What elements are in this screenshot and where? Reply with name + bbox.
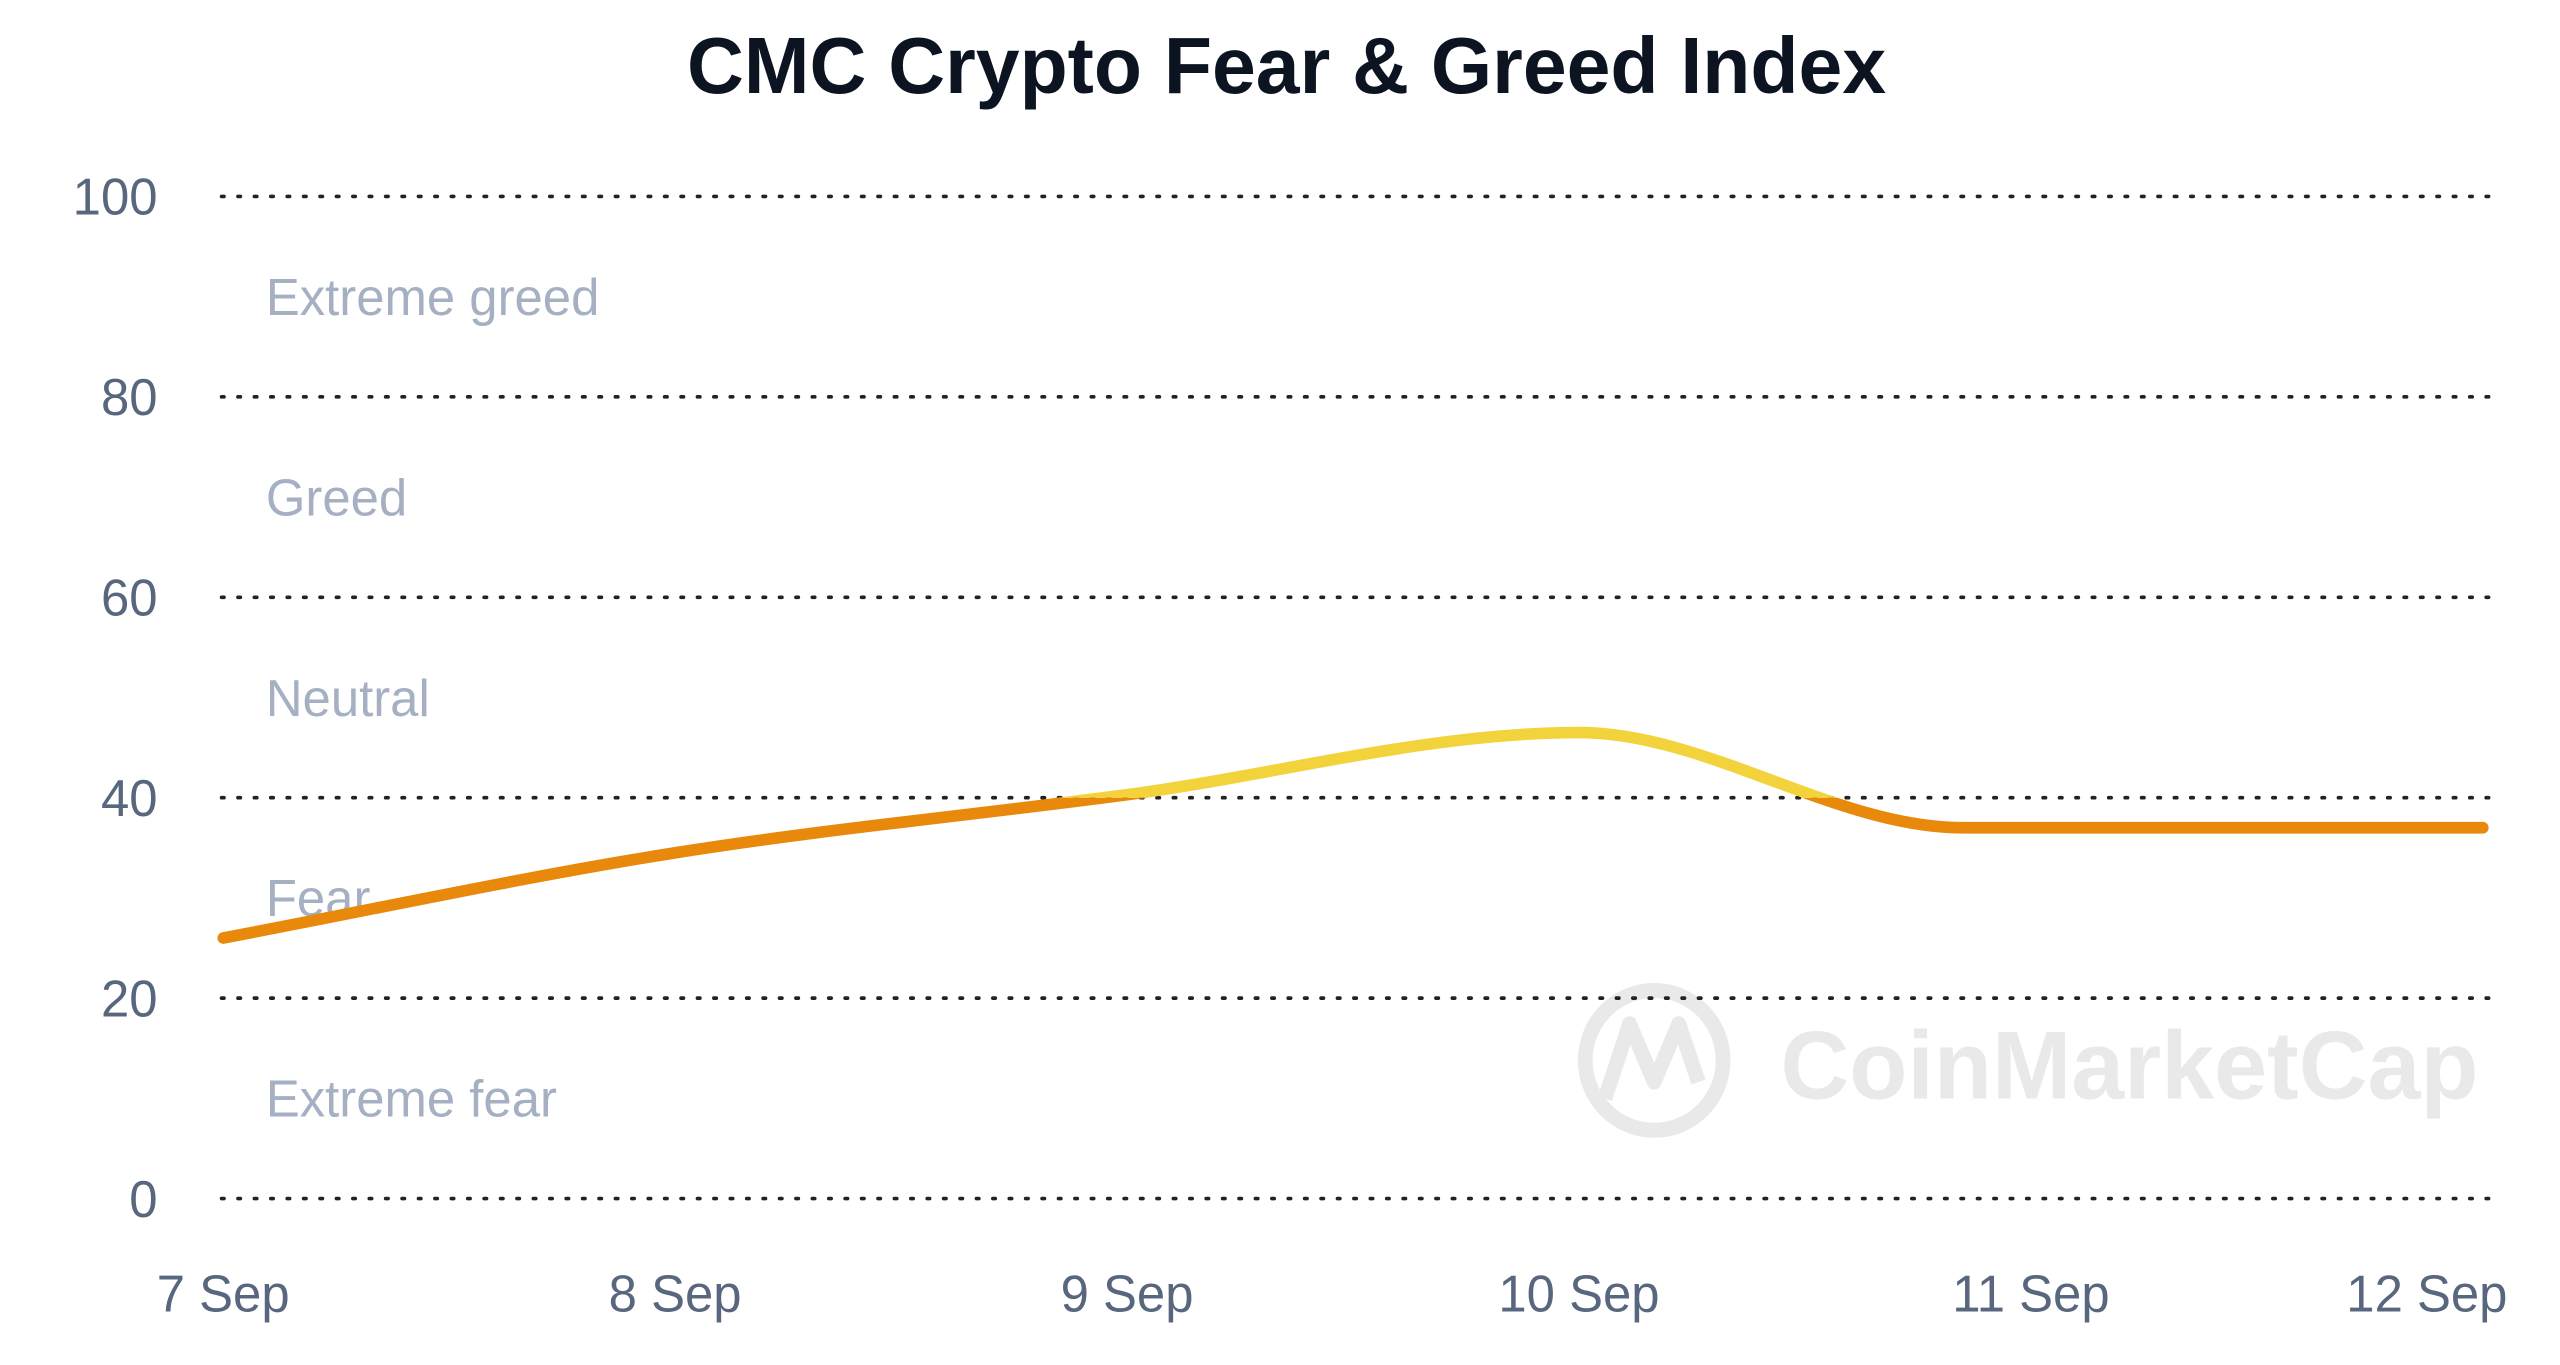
series-line-neutral: [1057, 726, 1838, 798]
x-tick-label: 7 Sep: [157, 1265, 290, 1322]
y-tick-label: 20: [101, 970, 158, 1027]
y-tick-label: 60: [101, 569, 158, 626]
watermark-text: CoinMarketCap: [1781, 1012, 2479, 1120]
x-tick-label: 8 Sep: [609, 1265, 742, 1322]
x-tick-label: 11 Sep: [1952, 1265, 2109, 1322]
zone-label: Extreme fear: [266, 1070, 557, 1127]
series-line-fear: [217, 797, 2489, 944]
x-tick-label: 12 Sep: [2346, 1265, 2507, 1322]
y-tick-label: 40: [101, 770, 158, 827]
x-tick-label: 9 Sep: [1061, 1265, 1194, 1322]
zone-label: Greed: [266, 469, 407, 526]
y-tick-label: 100: [73, 168, 158, 225]
zone-label: Extreme greed: [266, 269, 600, 326]
coinmarketcap-watermark: CoinMarketCap: [1577, 982, 2479, 1138]
zone-label: Neutral: [266, 669, 430, 726]
coinmarketcap-logo-icon: [1577, 982, 1731, 1138]
y-tick-label: 0: [129, 1171, 157, 1228]
x-tick-label: 10 Sep: [1498, 1265, 1659, 1322]
chart-title: CMC Crypto Fear & Greed Index: [687, 21, 1886, 111]
y-tick-label: 80: [101, 369, 158, 426]
